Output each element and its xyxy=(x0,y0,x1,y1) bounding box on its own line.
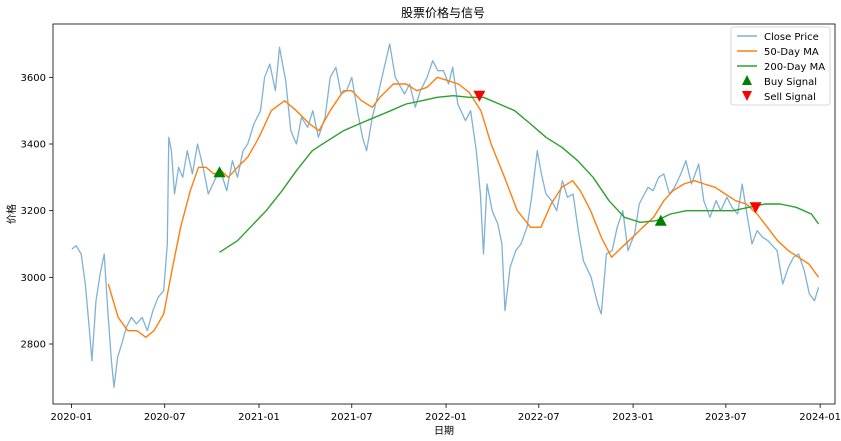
y-tick-label: 3400 xyxy=(21,140,46,151)
sell-signal-marker xyxy=(473,90,486,102)
x-axis: 2020-01 2020-07 2021-01 2021-07 2022-01 2022-… xyxy=(51,404,841,423)
legend-label-200-day-ma: 200-Day MA xyxy=(764,62,825,73)
x-tick-label: 2022-07 xyxy=(518,412,560,423)
y-axis: 2800 3000 3200 3400 3600 xyxy=(21,73,53,351)
legend: Close Price 50-Day MA 200-Day MA Buy Sig… xyxy=(730,26,831,106)
signal-layer xyxy=(213,90,762,226)
buy-signal-marker xyxy=(654,214,667,226)
series-line-200-day-ma xyxy=(219,95,820,253)
x-axis-label: 日期 xyxy=(434,425,454,437)
y-axis-label: 价格 xyxy=(5,204,18,224)
x-tick-label: 2020-07 xyxy=(144,412,186,423)
y-tick-label: 3600 xyxy=(21,73,46,84)
x-tick-label: 2023-01 xyxy=(612,412,654,423)
y-tick-label: 2800 xyxy=(21,340,46,351)
x-tick-label: 2024-01 xyxy=(799,412,841,423)
legend-label-50-day-ma: 50-Day MA xyxy=(764,47,819,58)
series-line-50-day-ma xyxy=(107,76,820,338)
series-layer xyxy=(71,43,820,388)
x-tick-label: 2023-07 xyxy=(705,412,747,423)
legend-label-sell-signal: Sell Signal xyxy=(764,92,816,103)
y-tick-label: 3000 xyxy=(21,273,46,284)
y-tick-label: 3200 xyxy=(21,206,46,217)
buy-signal-marker xyxy=(213,166,226,178)
x-tick-label: 2021-07 xyxy=(331,412,373,423)
x-tick-label: 2021-01 xyxy=(238,412,280,423)
chart-title: 股票价格与信号 xyxy=(401,5,485,20)
legend-label-buy-signal: Buy Signal xyxy=(764,77,817,88)
x-tick-label: 2020-01 xyxy=(51,412,93,423)
legend-marker-sell-signal xyxy=(742,91,752,101)
legend-label-close-price: Close Price xyxy=(764,32,819,43)
x-tick-label: 2022-01 xyxy=(425,412,467,423)
plot-frame xyxy=(52,23,836,405)
legend-box xyxy=(730,26,831,106)
series-line-close-price xyxy=(71,43,820,388)
sell-signal-marker xyxy=(749,202,762,214)
legend-marker-buy-signal xyxy=(742,75,752,85)
